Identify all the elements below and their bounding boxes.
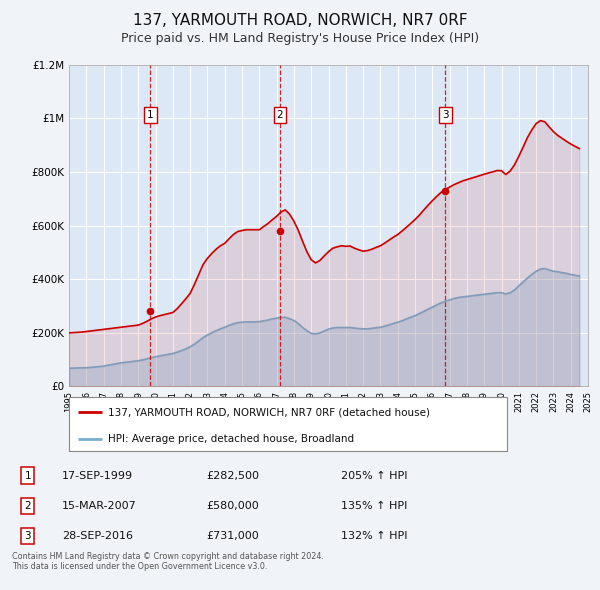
- Text: 205% ↑ HPI: 205% ↑ HPI: [341, 471, 407, 481]
- Text: 1: 1: [25, 471, 31, 481]
- Point: [440, 186, 450, 195]
- Text: 135% ↑ HPI: 135% ↑ HPI: [341, 501, 407, 511]
- Text: 2: 2: [25, 501, 31, 511]
- Text: HPI: Average price, detached house, Broadland: HPI: Average price, detached house, Broa…: [109, 434, 355, 444]
- Text: £731,000: £731,000: [206, 531, 259, 541]
- Text: £282,500: £282,500: [206, 471, 259, 481]
- Text: 1: 1: [147, 110, 154, 120]
- Text: £580,000: £580,000: [206, 501, 259, 511]
- Text: 3: 3: [442, 110, 448, 120]
- Text: 28-SEP-2016: 28-SEP-2016: [62, 531, 133, 541]
- Text: 17-SEP-1999: 17-SEP-1999: [62, 471, 133, 481]
- Text: 137, YARMOUTH ROAD, NORWICH, NR7 0RF (detached house): 137, YARMOUTH ROAD, NORWICH, NR7 0RF (de…: [109, 407, 430, 417]
- Text: 3: 3: [25, 531, 31, 541]
- FancyBboxPatch shape: [69, 397, 507, 451]
- Text: Contains HM Land Registry data © Crown copyright and database right 2024.
This d: Contains HM Land Registry data © Crown c…: [12, 552, 324, 571]
- Point: [275, 227, 285, 236]
- Text: 137, YARMOUTH ROAD, NORWICH, NR7 0RF: 137, YARMOUTH ROAD, NORWICH, NR7 0RF: [133, 13, 467, 28]
- Text: 2: 2: [277, 110, 283, 120]
- Text: 132% ↑ HPI: 132% ↑ HPI: [341, 531, 407, 541]
- Text: 15-MAR-2007: 15-MAR-2007: [62, 501, 137, 511]
- Point: [146, 306, 155, 316]
- Text: Price paid vs. HM Land Registry's House Price Index (HPI): Price paid vs. HM Land Registry's House …: [121, 32, 479, 45]
